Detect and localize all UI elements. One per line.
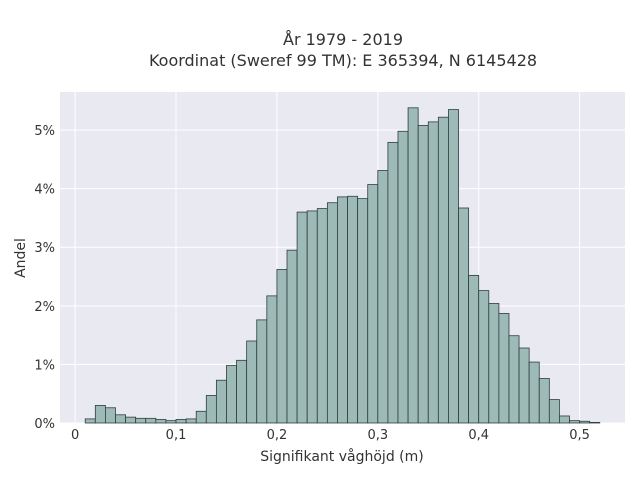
histogram-bar	[266, 295, 278, 424]
histogram-bar	[488, 303, 500, 424]
histogram-bar	[145, 417, 157, 424]
histogram-bar	[437, 116, 449, 424]
histogram-bars	[84, 107, 601, 424]
histogram-bar	[337, 196, 348, 424]
histogram-bar	[448, 109, 459, 424]
x-tick-label: 0,5	[569, 428, 590, 443]
y-tick-label: 4%	[34, 183, 55, 198]
histogram-bar	[236, 359, 248, 424]
histogram-bar	[185, 418, 197, 424]
histogram-bar	[135, 417, 147, 424]
histogram-bar	[205, 395, 217, 424]
x-tick-label: 0,2	[267, 428, 288, 443]
histogram-bar	[579, 420, 591, 424]
histogram-bar	[155, 419, 167, 424]
histogram-bar	[347, 195, 359, 424]
histogram-bar	[589, 422, 601, 424]
y-tick-label: 3%	[34, 241, 55, 256]
x-tick-label: 0,4	[468, 428, 489, 443]
histogram-bar	[377, 170, 389, 424]
x-tick-label: 0	[71, 428, 79, 443]
y-tick-label: 0%	[34, 417, 55, 432]
histogram-bar	[569, 420, 580, 424]
x-axis-label: Signifikant våghöjd (m)	[260, 448, 423, 465]
y-tick-label: 5%	[34, 124, 55, 139]
histogram-bar	[508, 335, 520, 424]
histogram-bar	[195, 410, 207, 424]
histogram-bar	[367, 184, 379, 424]
histogram-bar	[286, 249, 298, 424]
chart-subtitle: Koordinat (Sweref 99 TM): E 365394, N 61…	[149, 51, 537, 70]
x-axis-ticks: 0 0,1 0,2 0,3 0,4 0,5	[71, 428, 590, 443]
histogram-bar	[115, 414, 126, 424]
histogram-bar	[498, 313, 510, 424]
histogram-bar	[458, 207, 470, 424]
histogram-bar	[478, 290, 490, 424]
histogram-bar	[215, 379, 227, 424]
histogram-bar	[105, 407, 116, 424]
histogram-bar	[316, 208, 328, 424]
histogram-bar	[175, 419, 187, 424]
histogram-bar	[559, 415, 570, 424]
histogram-bar	[387, 141, 399, 424]
histogram-bar	[125, 416, 137, 424]
histogram-bar	[427, 121, 439, 424]
histogram-bar	[397, 130, 409, 424]
histogram-bar	[226, 365, 237, 424]
histogram-bar	[306, 210, 318, 424]
histogram-bar	[548, 399, 560, 424]
histogram-bar	[357, 198, 369, 424]
histogram-bar	[407, 107, 419, 424]
histogram-bar	[246, 340, 258, 424]
histogram-bar	[296, 211, 308, 424]
y-axis-ticks: 0% 1% 2% 3% 4% 5%	[34, 124, 55, 432]
histogram-bar	[528, 361, 540, 424]
histogram-bar	[518, 347, 530, 424]
histogram-bar	[165, 420, 177, 424]
histogram-bar	[417, 124, 429, 424]
x-tick-label: 0,3	[367, 428, 388, 443]
histogram-bar	[94, 405, 106, 424]
histogram-bar	[276, 269, 288, 424]
histogram-bar	[256, 319, 268, 424]
histogram-bar	[538, 378, 550, 424]
histogram-bar	[468, 274, 480, 424]
histogram-bar	[326, 202, 338, 424]
histogram-bar	[84, 418, 96, 424]
y-tick-label: 2%	[34, 300, 55, 315]
x-tick-label: 0,1	[166, 428, 187, 443]
y-tick-label: 1%	[34, 358, 55, 373]
chart-title: År 1979 - 2019	[283, 30, 403, 49]
y-axis-label: Andel	[13, 238, 29, 278]
